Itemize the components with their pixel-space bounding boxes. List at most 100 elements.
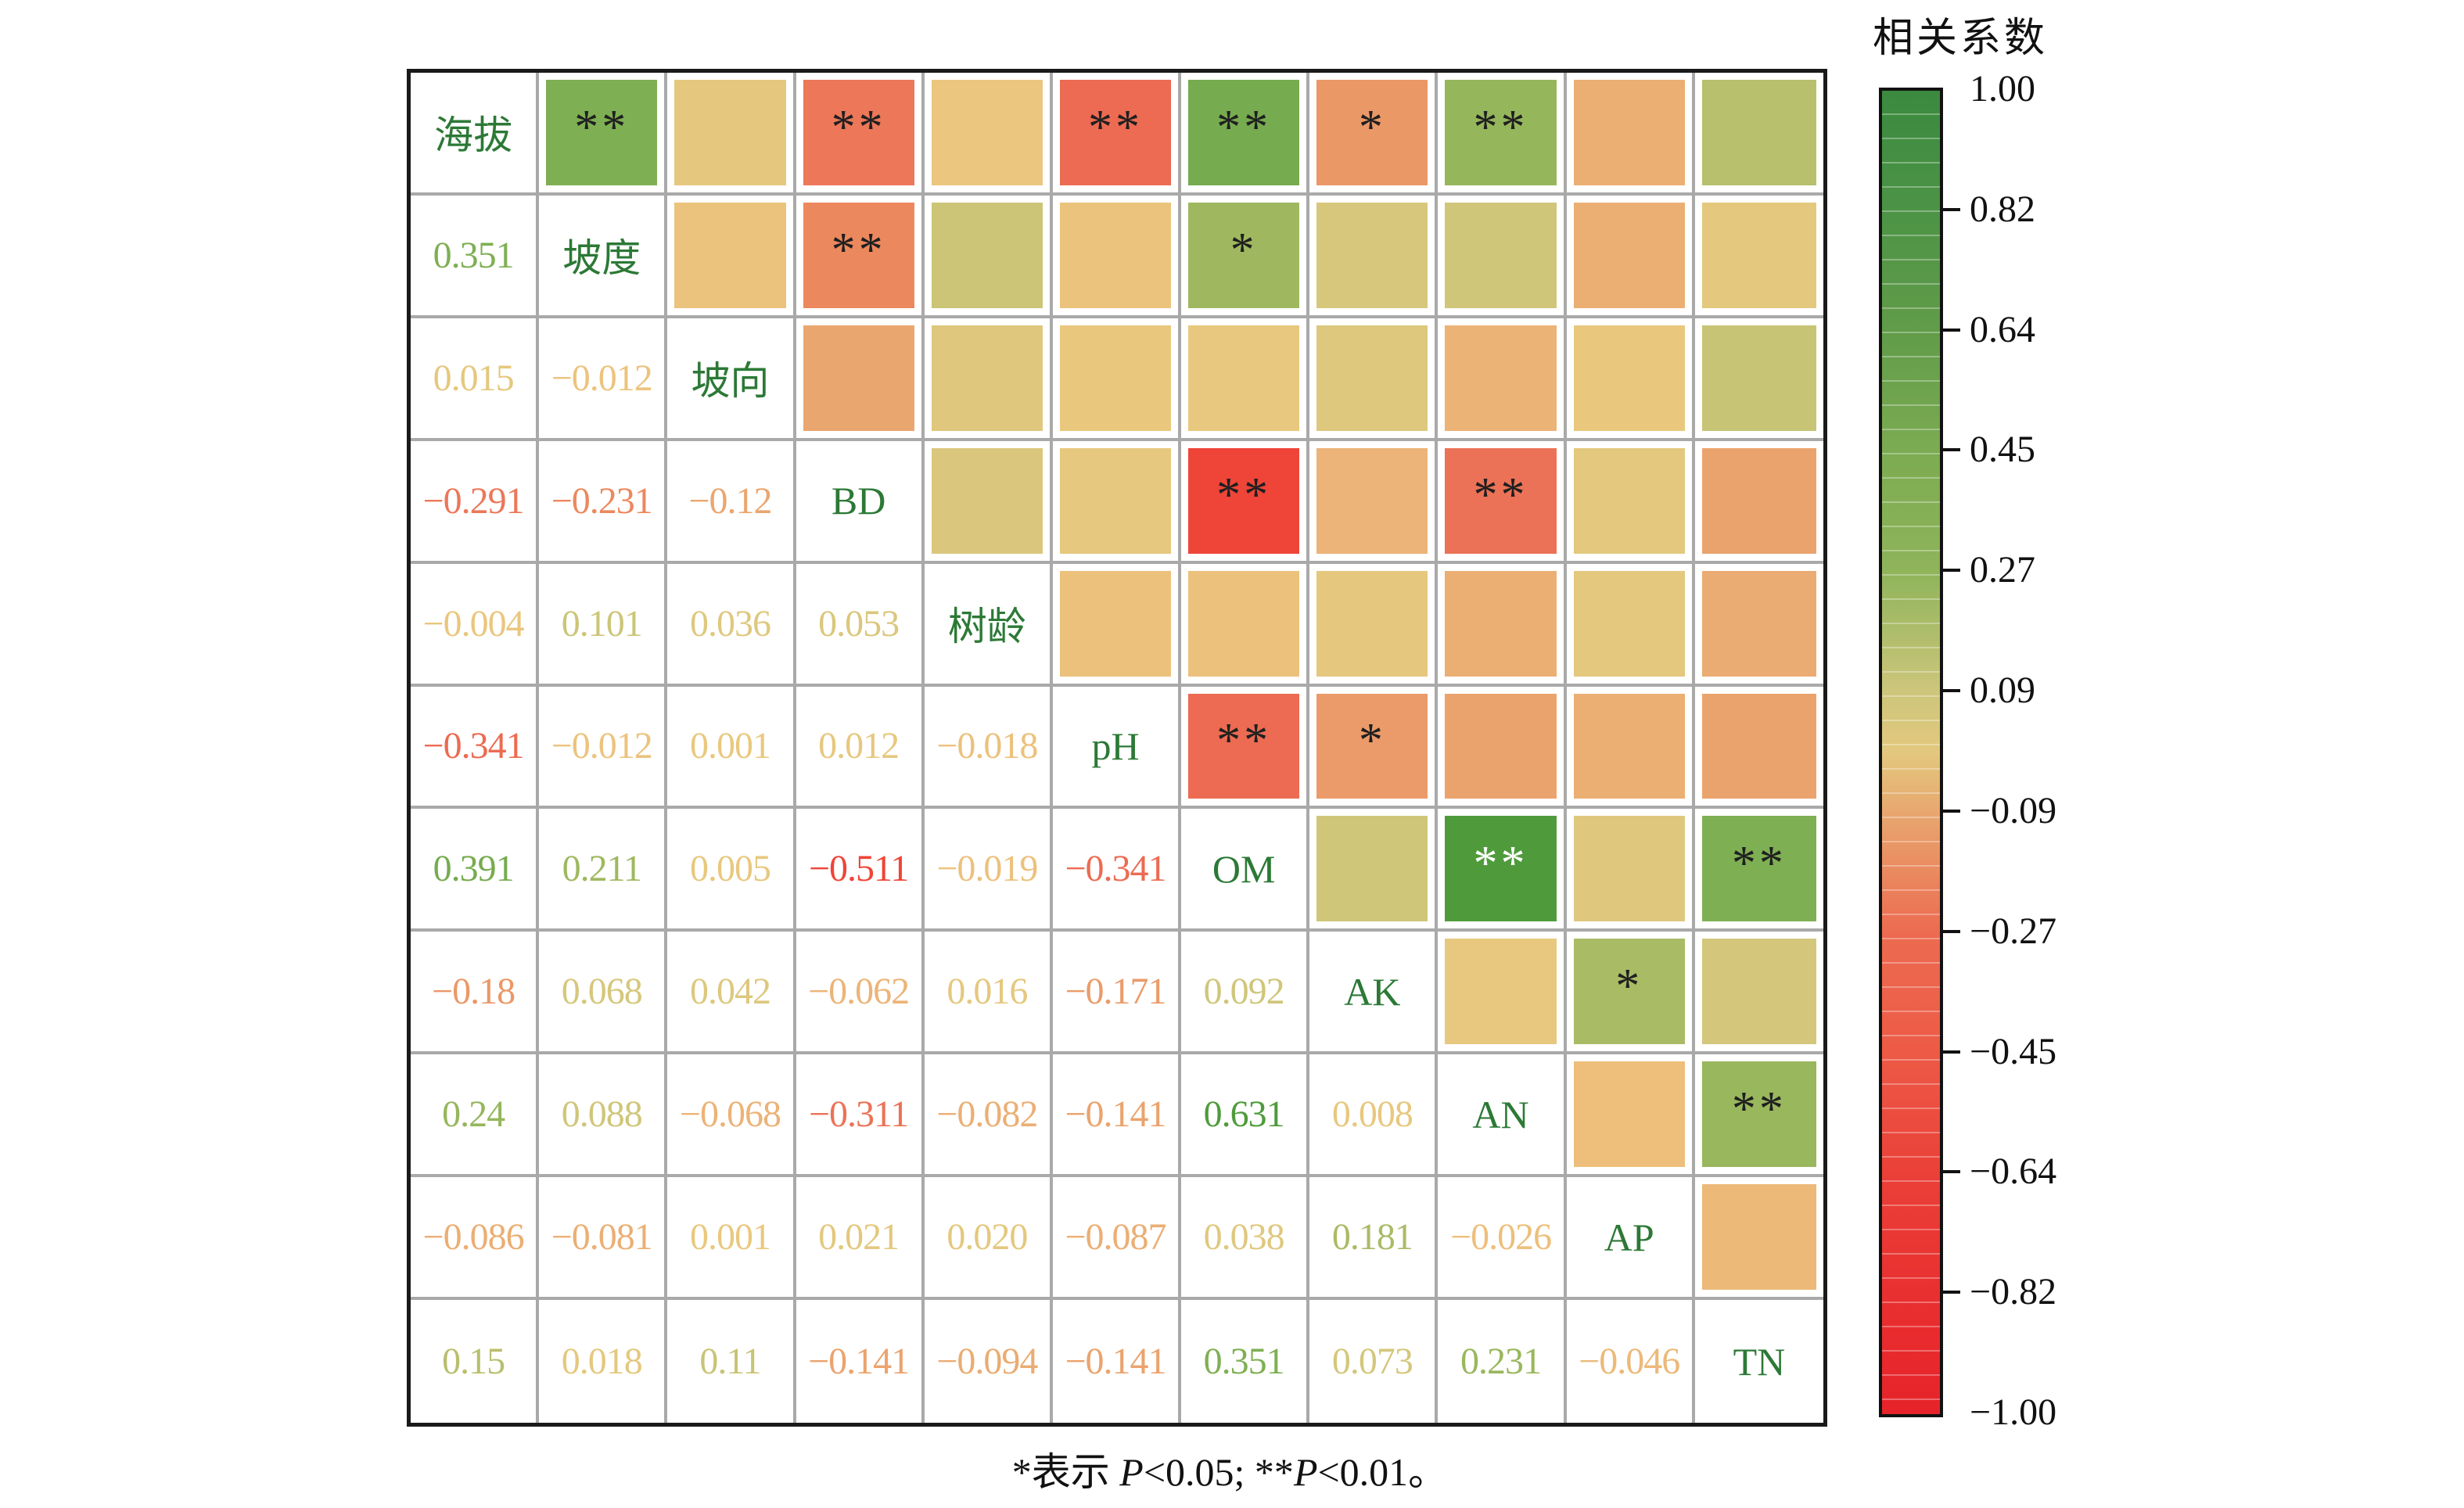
heat-square bbox=[1445, 693, 1557, 799]
correlation-value: 0.24 bbox=[442, 1093, 505, 1136]
value-cell: 0.211 bbox=[539, 809, 668, 932]
diagonal-cell: 树龄 bbox=[924, 563, 1053, 687]
colorbar-tick-label: 0.64 bbox=[1970, 308, 2035, 350]
value-cell: −0.141 bbox=[1053, 1300, 1182, 1423]
correlation-value: 0.351 bbox=[433, 234, 515, 276]
heat-square: ** bbox=[1188, 693, 1300, 799]
significance-stars: ** bbox=[1087, 100, 1143, 154]
heat-cell bbox=[1694, 73, 1823, 196]
caption-p-italic: P bbox=[1293, 1450, 1318, 1494]
caption-p-italic: P bbox=[1119, 1450, 1144, 1494]
heat-cell: * bbox=[1309, 73, 1439, 196]
value-cell: −0.026 bbox=[1438, 1177, 1567, 1301]
significance-stars: ** bbox=[1473, 469, 1528, 522]
heat-cell bbox=[796, 318, 925, 441]
heat-cell bbox=[924, 440, 1053, 564]
heat-square bbox=[1188, 570, 1300, 677]
variable-label: pH bbox=[1091, 723, 1140, 768]
heat-square: ** bbox=[1188, 80, 1300, 185]
heat-cell bbox=[1566, 686, 1695, 810]
significance-stars: ** bbox=[1473, 837, 1528, 891]
heat-cell: ** bbox=[1694, 1054, 1823, 1178]
correlation-value: 0.068 bbox=[561, 971, 643, 1013]
value-cell: 0.631 bbox=[1181, 1054, 1310, 1178]
colorbar-tick bbox=[1941, 448, 1960, 452]
value-cell: −0.311 bbox=[796, 1054, 925, 1178]
heat-square bbox=[1573, 693, 1685, 799]
colorbar-tick bbox=[1941, 569, 1960, 573]
heat-cell bbox=[1052, 440, 1182, 564]
caption: *表示 P<0.05; **P<0.01。 bbox=[407, 1441, 2053, 1497]
value-cell: 0.073 bbox=[1309, 1300, 1439, 1423]
colorbar-tick-label: −0.27 bbox=[1970, 910, 2057, 952]
heat-cell bbox=[924, 195, 1053, 318]
heat-cell bbox=[1309, 563, 1439, 687]
colorbar-tick bbox=[1941, 1170, 1960, 1174]
heat-square bbox=[674, 202, 786, 308]
value-cell: 0.24 bbox=[411, 1054, 540, 1178]
heat-square: ** bbox=[1701, 816, 1816, 922]
value-cell: 0.351 bbox=[1181, 1300, 1310, 1423]
correlation-value: 0.016 bbox=[946, 971, 1028, 1013]
colorbar-tick-label: 0.45 bbox=[1970, 429, 2035, 471]
correlation-value: 0.211 bbox=[562, 848, 642, 890]
heat-square bbox=[1701, 1184, 1816, 1291]
heat-square bbox=[1059, 447, 1172, 554]
value-cell: 0.15 bbox=[411, 1300, 540, 1423]
value-cell: 0.351 bbox=[411, 195, 540, 318]
variable-label: AK bbox=[1344, 969, 1401, 1014]
variable-label: 坡度 bbox=[562, 236, 641, 281]
caption-text: <0.01。 bbox=[1317, 1450, 1448, 1494]
colorbar-tick bbox=[1941, 809, 1960, 813]
significance-stars: ** bbox=[1216, 714, 1272, 768]
value-cell: 0.015 bbox=[411, 318, 540, 441]
value-cell: 0.036 bbox=[667, 563, 796, 687]
correlation-value: −0.012 bbox=[551, 725, 653, 767]
correlation-value: 0.020 bbox=[946, 1216, 1028, 1258]
significance-stars: ** bbox=[1731, 1082, 1787, 1136]
colorbar-tick-label: 0.82 bbox=[1970, 188, 2035, 230]
heat-cell bbox=[1052, 563, 1182, 687]
heat-square: ** bbox=[1701, 1061, 1816, 1168]
value-cell: 0.092 bbox=[1181, 932, 1310, 1055]
correlation-value: −0.018 bbox=[936, 725, 1038, 767]
value-cell: 0.021 bbox=[796, 1177, 925, 1301]
value-cell: −0.141 bbox=[1052, 1054, 1182, 1178]
heat-cell bbox=[1694, 932, 1823, 1055]
correlation-value: −0.019 bbox=[936, 848, 1038, 890]
diagonal-cell: 海拔 bbox=[411, 73, 540, 196]
heat-cell bbox=[924, 73, 1053, 196]
variable-label: AN bbox=[1472, 1092, 1529, 1136]
heat-cell: ** bbox=[796, 195, 925, 318]
correlation-value: −0.12 bbox=[688, 479, 772, 522]
value-cell: −0.086 bbox=[411, 1177, 540, 1301]
heat-square bbox=[1701, 570, 1816, 677]
colorbar-tick bbox=[1941, 207, 1960, 211]
heat-square: ** bbox=[1445, 447, 1557, 554]
correlation-value: −0.311 bbox=[808, 1093, 909, 1136]
heat-square bbox=[931, 80, 1043, 185]
heat-cell bbox=[1438, 195, 1567, 318]
heat-cell bbox=[667, 73, 796, 196]
heat-cell bbox=[1566, 440, 1695, 564]
heat-square bbox=[674, 80, 786, 185]
correlation-value: 0.351 bbox=[1203, 1341, 1285, 1383]
heat-square: ** bbox=[1059, 80, 1172, 185]
colorbar-tick-label: −1.00 bbox=[1970, 1391, 2057, 1433]
heat-cell: ** bbox=[1438, 440, 1567, 564]
value-cell: −0.171 bbox=[1052, 932, 1182, 1055]
colorbar-tick-label: −0.64 bbox=[1970, 1151, 2057, 1193]
heat-square bbox=[1445, 325, 1557, 431]
correlation-value: −0.511 bbox=[808, 848, 909, 890]
heat-cell bbox=[1566, 318, 1695, 441]
heat-square: ** bbox=[1445, 80, 1557, 185]
correlation-matrix: 海拔 ** ** ** ** * ** 0.351 坡度 ** * 0.015 −0.012 坡向 −0.2… bbox=[407, 69, 1827, 1427]
value-cell: −0.019 bbox=[924, 809, 1053, 932]
correlation-value: −0.004 bbox=[422, 602, 525, 644]
diagonal-cell: 坡度 bbox=[539, 195, 668, 318]
heat-cell bbox=[1694, 1177, 1823, 1301]
heat-cell: ** bbox=[539, 73, 668, 196]
correlation-value: −0.341 bbox=[422, 725, 525, 767]
value-cell: −0.341 bbox=[1052, 809, 1182, 932]
